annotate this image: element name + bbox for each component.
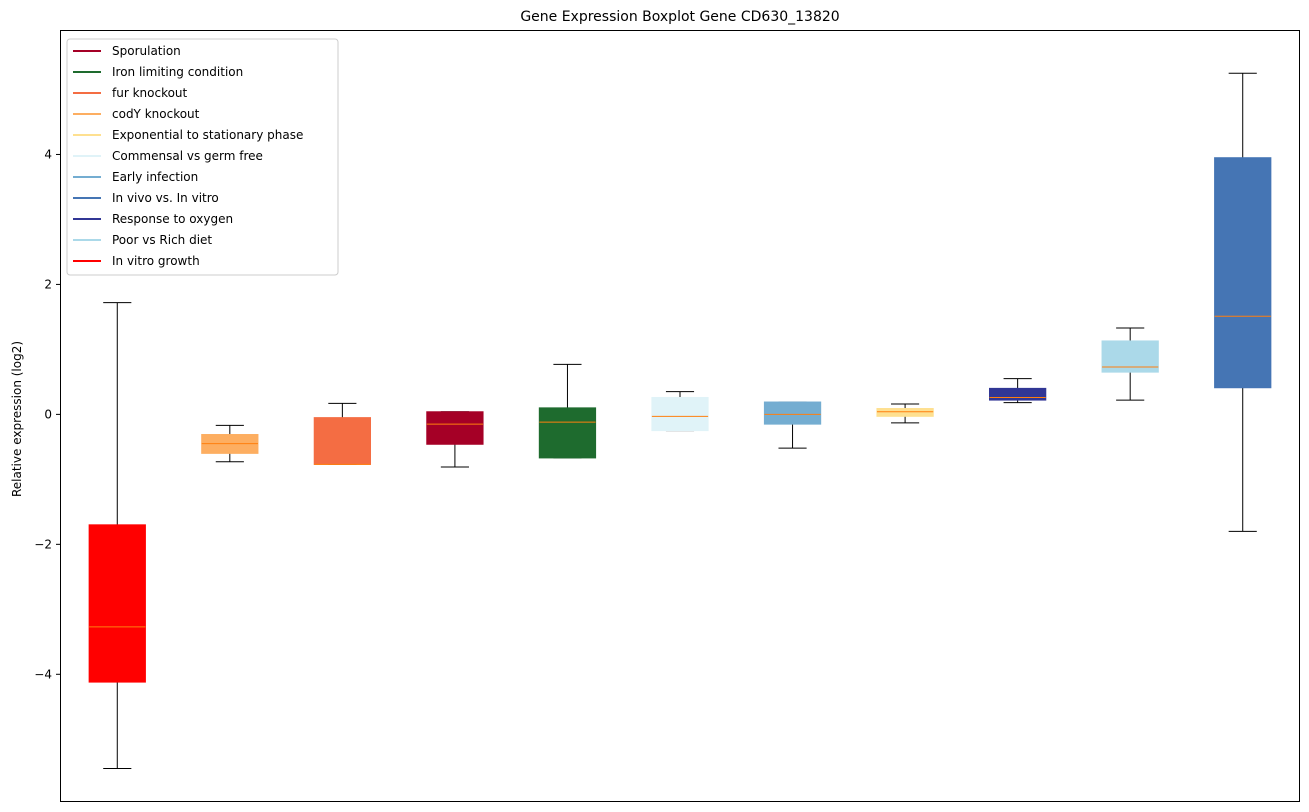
box-body bbox=[88, 524, 146, 683]
box-poor-vs-rich-diet bbox=[1101, 327, 1159, 401]
legend-label: Sporulation bbox=[112, 44, 181, 58]
box-response-to-oxygen bbox=[989, 378, 1047, 404]
box-body bbox=[538, 407, 597, 459]
legend-label: Response to oxygen bbox=[112, 212, 233, 226]
box-sporulation bbox=[426, 411, 484, 468]
legend-label: In vivo vs. In vitro bbox=[112, 191, 219, 205]
box-body bbox=[989, 387, 1047, 401]
box-cody-knockout bbox=[201, 424, 259, 463]
box-commensal-vs-germ-free bbox=[651, 391, 709, 432]
legend-label: fur knockout bbox=[112, 86, 188, 100]
y-tick-label: 2 bbox=[44, 277, 52, 291]
legend-label: Early infection bbox=[112, 170, 198, 184]
y-axis-ticks: −4 −2 0 2 4 bbox=[34, 147, 61, 681]
legend-label: Iron limiting condition bbox=[112, 65, 243, 79]
chart-title: Gene Expression Boxplot Gene CD630_13820 bbox=[520, 9, 839, 25]
box-early-infection bbox=[763, 401, 822, 449]
y-axis-label: Relative expression (log2) bbox=[10, 341, 24, 497]
box-in-vivo-vs-in-vitro bbox=[1214, 72, 1272, 532]
box-body bbox=[651, 396, 709, 432]
y-tick-label: 4 bbox=[44, 147, 52, 161]
box-body bbox=[763, 401, 822, 425]
box-iron-limiting-condition bbox=[538, 363, 597, 459]
y-tick-label: 0 bbox=[44, 407, 52, 421]
legend: Sporulation Iron limiting condition fur kn… bbox=[66, 38, 339, 276]
box-body bbox=[313, 417, 371, 465]
boxes-layer bbox=[88, 72, 1272, 770]
legend-label: Commensal vs germ free bbox=[112, 149, 263, 163]
y-tick-label: −2 bbox=[34, 537, 52, 551]
legend-label: In vitro growth bbox=[112, 254, 200, 268]
legend-frame bbox=[66, 38, 339, 276]
box-body bbox=[876, 408, 934, 417]
y-tick-label: −4 bbox=[34, 667, 52, 681]
box-body bbox=[1101, 340, 1159, 373]
legend-label: codY knockout bbox=[112, 107, 200, 121]
legend-label: Poor vs Rich diet bbox=[112, 233, 212, 247]
box-exponential-to-stationary-phase bbox=[876, 403, 934, 424]
legend-label: Exponential to stationary phase bbox=[112, 128, 303, 142]
plot-frame bbox=[60, 30, 1300, 802]
box-body bbox=[1214, 157, 1272, 389]
box-body bbox=[426, 411, 484, 445]
box-fur-knockout bbox=[313, 402, 371, 465]
box-in-vitro-growth bbox=[88, 302, 146, 770]
